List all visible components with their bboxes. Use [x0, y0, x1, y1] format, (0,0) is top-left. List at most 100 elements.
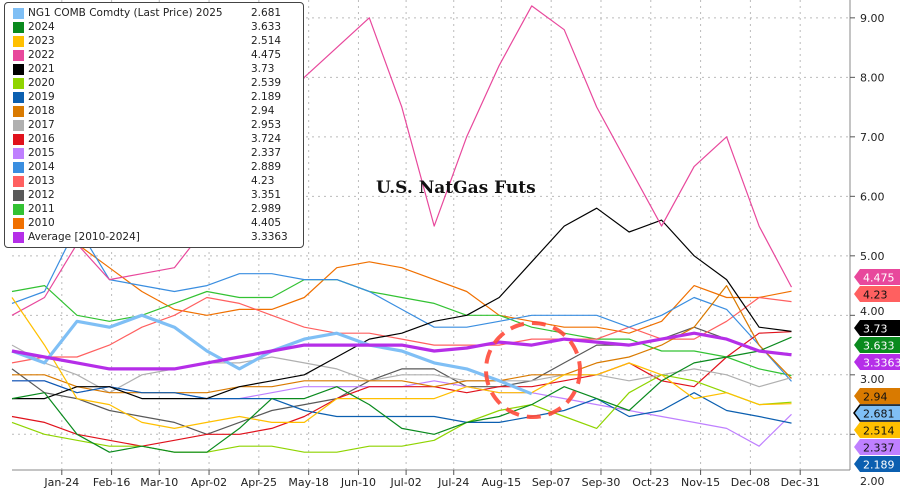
tag-value: 2.514	[863, 425, 895, 438]
legend-value: 4.405	[251, 217, 282, 229]
last-value-tag: 4.475	[854, 269, 900, 285]
x-tick-label: Sep-07	[532, 476, 571, 489]
series-line-2021	[12, 207, 792, 400]
y-tick-label: 7.00	[860, 131, 885, 144]
last-value-tag: 2.681	[853, 404, 900, 422]
legend-item: 2024 3.633	[5, 20, 303, 34]
y-tick-label: 8.00	[860, 71, 885, 84]
legend-value: 3.73	[251, 63, 275, 75]
legend-value: 2.989	[251, 203, 282, 215]
legend-swatch	[13, 77, 24, 89]
x-tick-label: Apr-25	[241, 476, 277, 489]
tag-shape	[854, 388, 900, 404]
x-tick-label: Apr-02	[191, 476, 227, 489]
x-tick-label: Nov-15	[681, 476, 720, 489]
legend-swatch	[13, 21, 24, 33]
axes: 9.00 8.00 7.00 6.00 5.00 4.00 3.00 2.00 Jan-24 Fe…	[12, 0, 885, 489]
tag-value: 4.475	[863, 272, 895, 285]
x-tick-label: Dec-08	[731, 476, 770, 489]
legend-label: 2014	[28, 161, 55, 173]
legend-swatch	[13, 119, 24, 131]
tag-shape	[854, 337, 900, 353]
tag-value: 3.633	[863, 340, 895, 353]
x-tick-label: May-18	[288, 476, 329, 489]
legend-label: 2021	[28, 63, 55, 75]
legend-label: 2012	[28, 189, 55, 201]
legend-label: 2015	[28, 147, 55, 159]
highlight-circle	[484, 321, 582, 419]
last-value-tag: 3.633	[854, 337, 900, 353]
legend-item: 2015 2.337	[5, 146, 303, 160]
legend: NG1 COMB Comdty (Last Price) 2025 2.681 20…	[4, 2, 304, 248]
y-tick-label: 5.00	[860, 250, 885, 263]
tag-value: 3.73	[863, 323, 888, 336]
legend-value: 3.351	[251, 189, 282, 201]
x-tick-label: Jul-02	[389, 476, 421, 489]
legend-item: 2018 2.94	[5, 104, 303, 118]
y-tick-label: 6.00	[860, 190, 885, 203]
legend-value: 2.889	[251, 161, 282, 173]
last-value-tag: 4.23	[854, 286, 900, 302]
legend-item: 2020 2.539	[5, 76, 303, 90]
x-tick-label: Aug-15	[482, 476, 521, 489]
legend-label: 2024	[28, 21, 55, 33]
legend-label: 2013	[28, 175, 55, 187]
series-line-2024	[11, 336, 792, 453]
tag-shape	[854, 422, 900, 438]
legend-value: 2.514	[251, 35, 282, 47]
last-value-tag: 2.94	[854, 388, 900, 404]
series-lines	[11, 5, 793, 453]
legend-value: 3.3363	[251, 231, 288, 243]
last-value-tag: 3.3363	[854, 354, 900, 370]
legend-label: 2010	[28, 217, 55, 229]
legend-label: NG1 COMB Comdty (Last Price) 2025	[28, 7, 223, 19]
legend-item: 2016 3.724	[5, 132, 303, 146]
series-line-2011	[11, 279, 792, 377]
legend-label: 2018	[28, 105, 55, 117]
legend-item: 2017 2.953	[5, 118, 303, 132]
last-value-tags: 4.475 4.23 3.73 3.633 3.3363 2.94 2.681 2.514 2.…	[853, 269, 900, 472]
x-tick-label: Jan-24	[43, 476, 79, 489]
legend-value: 3.633	[251, 21, 282, 33]
series-line-2019	[12, 380, 792, 424]
legend-swatch	[13, 161, 24, 173]
tag-value: 3.3363	[863, 357, 900, 370]
series-line-2016	[11, 331, 792, 447]
tag-value: 2.94	[863, 391, 888, 404]
tag-shape	[853, 404, 900, 422]
series-line-average-2010-2024-	[11, 331, 792, 371]
legend-value: 4.475	[251, 49, 282, 61]
legend-value: 3.724	[251, 133, 282, 145]
legend-label: Average [2010-2024]	[28, 231, 140, 243]
legend-label: 2023	[28, 35, 55, 47]
chart-title: U.S. NatGas Futs	[376, 178, 536, 198]
legend-swatch	[13, 189, 24, 201]
tag-shape	[854, 320, 900, 336]
legend-swatch	[13, 105, 24, 117]
legend-item: NG1 COMB Comdty (Last Price) 2025 2.681	[5, 6, 303, 20]
legend-item: 2010 4.405	[5, 216, 303, 230]
legend-value: 2.94	[251, 105, 275, 117]
legend-value: 2.337	[251, 147, 282, 159]
legend-swatch	[13, 91, 24, 103]
last-value-tag: 2.337	[854, 439, 900, 455]
tag-shape	[854, 354, 900, 370]
x-tick-label: Sep-30	[582, 476, 621, 489]
y-tick-label: 9.00	[860, 12, 885, 25]
tag-value: 2.189	[863, 459, 895, 472]
series-line-2023	[11, 297, 792, 429]
legend-item: 2021 3.73	[5, 62, 303, 76]
x-tick-label: Jul-24	[437, 476, 469, 489]
x-tick-label: Dec-31	[781, 476, 820, 489]
legend-swatch	[13, 133, 24, 145]
series-line-2022	[11, 5, 793, 316]
legend-label: 2011	[28, 203, 55, 215]
x-tick-label: Feb-16	[93, 476, 130, 489]
legend-label: 2019	[28, 91, 55, 103]
y-tick-label: 2.00	[860, 475, 885, 488]
legend-item: 2023 2.514	[5, 34, 303, 48]
legend-label: 2020	[28, 77, 55, 89]
legend-swatch	[13, 63, 24, 75]
legend-swatch	[13, 147, 24, 159]
legend-value: 2.539	[251, 77, 282, 89]
